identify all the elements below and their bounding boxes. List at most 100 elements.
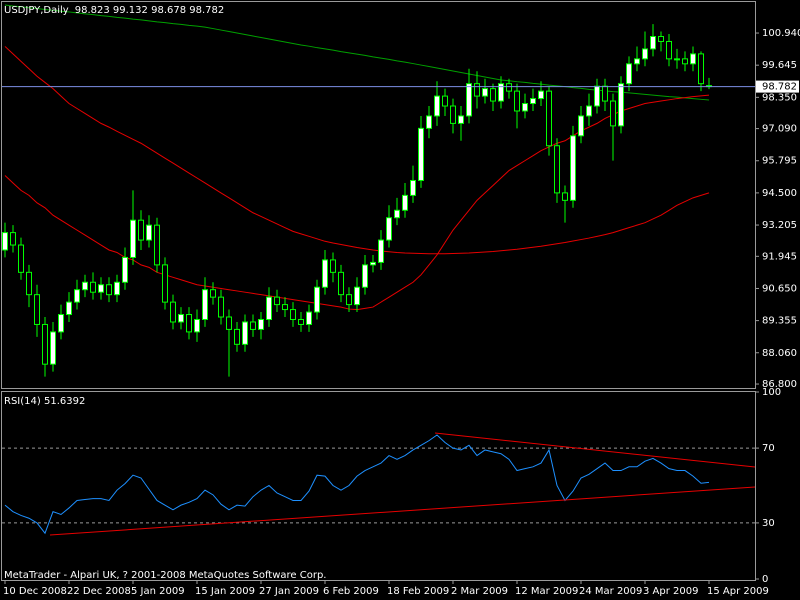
candle-body (82, 281, 88, 291)
candle-body (418, 127, 424, 181)
candle-body (186, 314, 192, 333)
candle-body (554, 145, 560, 194)
x-tick-label: 15 Jan 2009 (195, 586, 255, 597)
rsi-title: RSI(14) (4, 396, 41, 407)
candle-body (266, 296, 272, 320)
candle-body (458, 115, 464, 124)
candle-body (354, 286, 360, 306)
y-tick-label: 91.945 (762, 251, 797, 262)
x-tick-label: 22 Dec 2008 (67, 586, 131, 597)
candle-body (618, 83, 624, 127)
x-tick-label: 6 Feb 2009 (323, 586, 379, 597)
candle-body (402, 194, 408, 211)
candle-body (330, 259, 336, 273)
moving-average (4, 46, 710, 255)
candle-body (682, 58, 688, 65)
last-low: 98.678 (151, 5, 186, 16)
candle-body (482, 88, 488, 97)
candle-body (298, 318, 304, 325)
candle-body (570, 135, 576, 201)
candle-body (122, 256, 128, 283)
candle-body (690, 53, 696, 65)
candle-body (18, 244, 24, 273)
candle-body (282, 304, 288, 311)
last-high: 99.132 (113, 5, 148, 16)
candle-body (170, 301, 176, 323)
candle-body (10, 232, 16, 246)
candle-body (114, 281, 120, 296)
y-tick-label: 97.090 (762, 124, 797, 135)
candle-body (234, 328, 240, 345)
x-tick-label: 15 Apr 2009 (707, 586, 769, 597)
x-tick-label: 3 Apr 2009 (643, 586, 698, 597)
candle-body (474, 83, 480, 97)
candle-body (498, 83, 504, 102)
rsi-trendline (434, 432, 756, 468)
candle-body (346, 294, 352, 306)
candle-body (514, 90, 520, 112)
candle-body (250, 321, 256, 330)
candle-body (586, 105, 592, 117)
y-tick-label: 98.350 (762, 92, 797, 103)
candle-body (626, 63, 632, 85)
candle-body (546, 90, 552, 147)
candle-body (394, 209, 400, 219)
candle-body (370, 261, 376, 266)
candle-body (2, 232, 8, 251)
candle-body (610, 100, 616, 127)
candle-body (26, 271, 32, 296)
candle-body (698, 53, 704, 85)
candle-body (658, 36, 664, 42)
candle-body (274, 296, 280, 306)
symbol-title: USDJPY,Daily (4, 5, 69, 16)
rsi-trendline (49, 486, 756, 536)
candle-body (362, 264, 368, 288)
price-panel-frame (1, 1, 756, 389)
candle-body (202, 289, 208, 320)
candle-body (258, 318, 264, 330)
candle-body (410, 179, 416, 196)
y-tick-label: 0 (762, 574, 768, 585)
candle-body (98, 284, 104, 293)
plot-layer: 100.940 99.645 98.350 97.090 95.795 94.500 93.… (2, 4, 800, 597)
candle-body (338, 271, 344, 296)
candle-body (226, 316, 232, 330)
x-tick-label: 24 Mar 2009 (579, 586, 642, 597)
x-tick-label: 10 Dec 2008 (3, 586, 67, 597)
candle-body (466, 83, 472, 117)
y-tick-label: 70 (762, 443, 775, 454)
candle-body (242, 321, 248, 345)
candle-body (634, 58, 640, 65)
rsi-last-value: 51.6392 (44, 396, 85, 407)
candle-body (538, 90, 544, 100)
x-tick-label: 5 Jan 2009 (131, 586, 185, 597)
candle-body (178, 314, 184, 323)
last-open: 98.823 (75, 5, 110, 16)
y-tick-label: 93.205 (762, 220, 797, 231)
candle-body (66, 301, 72, 316)
current-price-box (756, 80, 799, 93)
y-tick-label: 88.060 (762, 348, 797, 359)
moving-average (4, 4, 710, 101)
candle-body (42, 323, 48, 365)
last-close: 98.782 (189, 5, 224, 16)
candle-body (194, 318, 200, 333)
candle-body (130, 219, 136, 258)
candle-body (562, 192, 568, 201)
y-tick-label: 99.645 (762, 60, 797, 71)
x-tick-label: 27 Jan 2009 (259, 586, 319, 597)
candle-body (530, 98, 536, 105)
y-tick-label: 90.650 (762, 283, 797, 294)
candle-body (674, 58, 680, 61)
y-tick-label: 95.795 (762, 156, 797, 167)
candle-body (490, 88, 496, 102)
candle-body (314, 286, 320, 313)
candle-body (378, 239, 384, 263)
candle-body (306, 311, 312, 325)
candle-body (506, 83, 512, 92)
current-price-label: 98.782 (762, 82, 797, 93)
rsi-panel-frame (1, 391, 756, 581)
candle-body (162, 264, 168, 303)
